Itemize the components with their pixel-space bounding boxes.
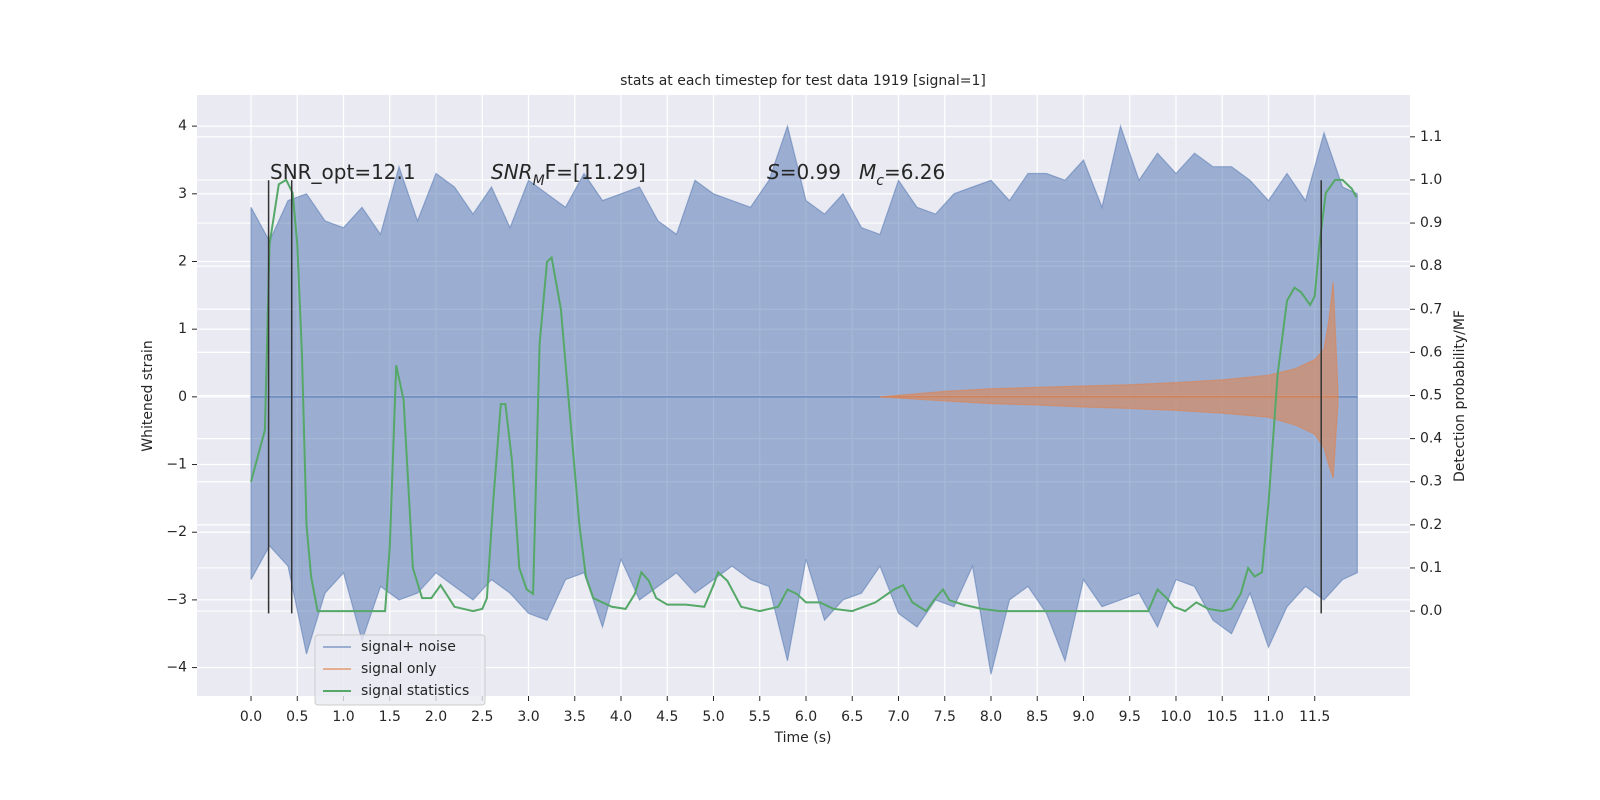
y2-tick-label: 0.9 [1420,215,1442,231]
x-tick-label: 0.0 [240,709,262,725]
x-tick-label: 2.5 [471,709,493,725]
annotation-part: =6.26 [884,160,945,184]
x-tick-label: 6.0 [795,709,817,725]
x-axis-label: Time (s) [774,730,832,746]
y2-tick-label: 0.7 [1420,301,1442,317]
annotation-part: =0.99 [780,160,841,184]
y2-tick-label: 0.4 [1420,431,1442,447]
series-band [879,396,1339,479]
y-tick-label: −1 [166,457,187,473]
x-tick-label: 9.5 [1119,709,1141,725]
annotation: Mc=6.26 [859,160,945,190]
x-tick-label: 6.5 [841,709,863,725]
y-tick-label: 2 [178,253,187,269]
x-tick-label: 9.0 [1072,709,1094,725]
annotation-part: M [859,160,876,184]
x-tick-label: 3.5 [564,709,586,725]
y2-tick-label: 0.5 [1420,388,1442,404]
y-tick-label: −4 [166,660,187,676]
y-axis-label: Whitened strain [140,340,156,451]
x-tick-label: 5.5 [749,709,771,725]
y-tick-label: 1 [178,321,187,337]
annotation-part: F=[11.29] [545,160,646,184]
y2-tick-label: 1.0 [1420,172,1442,188]
annotation-part: SNR_opt=12.1 [270,160,416,184]
y-tick-label: 4 [178,118,187,134]
x-tick-label: 3.0 [517,709,539,725]
x-tick-label: 4.0 [610,709,632,725]
annotation: SNR_opt=12.1 [270,160,416,184]
x-tick-label: 7.5 [934,709,956,725]
y-tick-label: −3 [166,592,187,608]
chart-title: stats at each timestep for test data 191… [620,73,986,89]
x-tick-label: 8.0 [980,709,1002,725]
annotation: SNRMF=[11.29] [491,160,646,190]
y2-axis-label: Detection probability/MF [1452,310,1468,482]
annotation-part: c [876,173,884,189]
legend-label: signal statistics [361,683,469,699]
x-tick-label: 10.0 [1160,709,1191,725]
x-tick-label: 1.5 [379,709,401,725]
x-tick-label: 2.0 [425,709,447,725]
x-tick-label: 4.5 [656,709,678,725]
y2-tick-label: 0.8 [1420,258,1442,274]
x-tick-label: 0.5 [286,709,308,725]
x-tick-label: 10.5 [1207,709,1238,725]
series-band [250,123,1358,398]
x-tick-label: 8.5 [1026,709,1048,725]
y2-tick-label: 0.2 [1420,517,1442,533]
series-band [250,396,1358,675]
x-tick-label: 11.5 [1299,709,1330,725]
y2-tick-label: 0.6 [1420,344,1442,360]
x-tick-label: 11.0 [1253,709,1284,725]
y2-tick-label: 0.1 [1420,560,1442,576]
y2-tick-label: 0.3 [1420,474,1442,490]
y-tick-label: −2 [166,524,187,540]
annotation: S=0.99 [767,160,841,184]
x-tick-label: 1.0 [332,709,354,725]
y2-tick-label: 1.1 [1420,129,1442,145]
x-tick-label: 5.0 [702,709,724,725]
legend-label: signal+ noise [361,639,456,655]
annotation-part: S [767,160,780,184]
legend-label: signal only [361,661,436,677]
y2-tick-label: 0.0 [1420,603,1442,619]
y-tick-label: 3 [178,186,187,202]
series-band [879,281,1339,398]
annotation-part: SNR [491,160,533,184]
series-line [250,178,1358,613]
y-tick-label: 0 [178,389,187,405]
annotation-part: M [533,173,545,189]
legend-box [314,634,486,706]
x-tick-label: 7.0 [887,709,909,725]
